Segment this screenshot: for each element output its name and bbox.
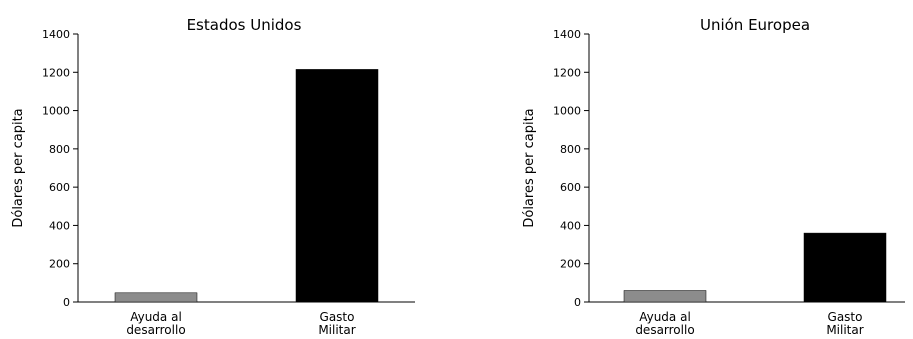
category-label-line: Militar bbox=[826, 323, 863, 337]
category-label-line: Ayuda al bbox=[639, 310, 691, 324]
y-ticks: 0 200 400 600 800 1000 1200 1400 bbox=[42, 28, 78, 309]
category-label: Gasto Militar bbox=[826, 310, 863, 337]
y-tick-label: 200 bbox=[560, 258, 581, 271]
category-label-line: desarrollo bbox=[126, 323, 185, 337]
y-axis-label: Dólares per capita bbox=[522, 108, 537, 227]
bar-gasto bbox=[295, 69, 379, 303]
bar-ayuda-al bbox=[114, 292, 198, 303]
y-tick-label: 600 bbox=[49, 181, 70, 194]
bar-gasto bbox=[803, 232, 887, 303]
chart-union-europea: Unión Europea Dólares per capita 0 200 400… bbox=[522, 16, 905, 337]
y-tick-label: 800 bbox=[560, 143, 581, 156]
chart-title: Unión Europea bbox=[700, 16, 810, 34]
category-labels: Ayuda al desarrollo Gasto Militar bbox=[126, 310, 355, 337]
y-tick-label: 1400 bbox=[42, 28, 70, 41]
y-tick-label: 0 bbox=[574, 296, 581, 309]
y-tick-label: 1200 bbox=[553, 66, 581, 79]
y-tick-label: 400 bbox=[49, 219, 70, 232]
bars bbox=[623, 232, 887, 303]
bar-ayuda-al bbox=[623, 290, 707, 303]
category-label: Gasto Militar bbox=[318, 310, 355, 337]
category-label: Ayuda al desarrollo bbox=[126, 310, 185, 337]
category-labels: Ayuda al desarrollo Gasto Militar bbox=[635, 310, 863, 337]
bars bbox=[114, 69, 379, 303]
y-tick-label: 800 bbox=[49, 143, 70, 156]
y-axis-label: Dólares per capita bbox=[11, 108, 26, 227]
category-label-line: desarrollo bbox=[635, 323, 694, 337]
y-tick-label: 1200 bbox=[42, 66, 70, 79]
y-tick-label: 1000 bbox=[553, 105, 581, 118]
category-label-line: Gasto bbox=[828, 310, 863, 324]
y-tick-label: 400 bbox=[560, 219, 581, 232]
category-label-line: Ayuda al bbox=[130, 310, 182, 324]
y-tick-label: 1400 bbox=[553, 28, 581, 41]
y-tick-label: 1000 bbox=[42, 105, 70, 118]
y-tick-label: 0 bbox=[63, 296, 70, 309]
category-label-line: Militar bbox=[318, 323, 355, 337]
chart-estados-unidos: Estados Unidos Dólares per capita 0 200 40… bbox=[11, 16, 415, 337]
category-label: Ayuda al desarrollo bbox=[635, 310, 694, 337]
y-ticks: 0 200 400 600 800 1000 1200 1400 bbox=[553, 28, 589, 309]
chart-title: Estados Unidos bbox=[187, 16, 302, 34]
category-label-line: Gasto bbox=[320, 310, 355, 324]
y-tick-label: 200 bbox=[49, 258, 70, 271]
y-tick-label: 600 bbox=[560, 181, 581, 194]
